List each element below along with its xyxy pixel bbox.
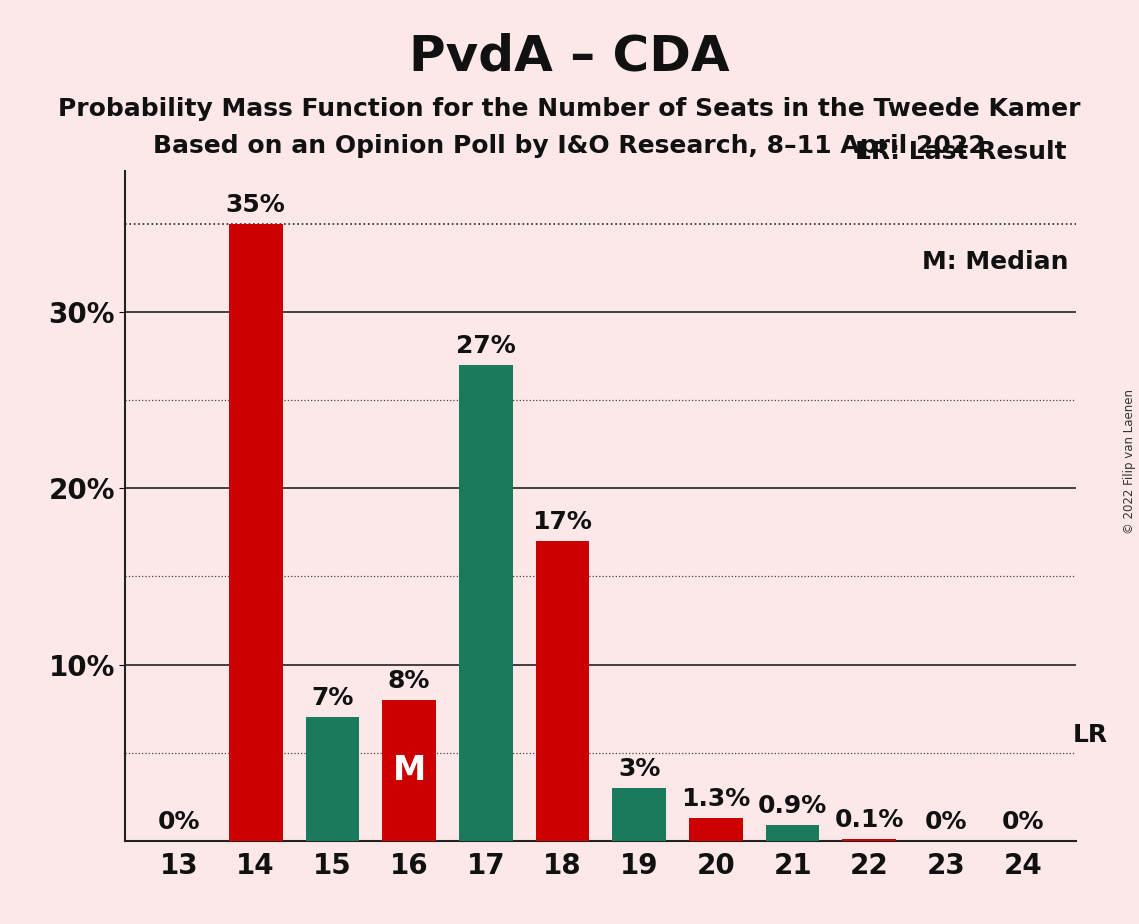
Bar xyxy=(613,788,666,841)
Bar xyxy=(535,541,589,841)
Text: 8%: 8% xyxy=(388,669,431,693)
Text: 0.9%: 0.9% xyxy=(757,794,827,818)
Bar xyxy=(843,839,896,841)
Text: LR: LR xyxy=(1073,723,1107,748)
Text: M: M xyxy=(393,754,426,787)
Text: Based on an Opinion Poll by I&O Research, 8–11 April 2022: Based on an Opinion Poll by I&O Research… xyxy=(153,134,986,158)
Bar xyxy=(229,224,282,841)
Text: 0%: 0% xyxy=(925,809,967,833)
Text: 0%: 0% xyxy=(1001,809,1044,833)
Text: 35%: 35% xyxy=(226,193,286,217)
Text: 0.1%: 0.1% xyxy=(835,808,904,832)
Text: Probability Mass Function for the Number of Seats in the Tweede Kamer: Probability Mass Function for the Number… xyxy=(58,97,1081,121)
Text: 0%: 0% xyxy=(157,809,200,833)
Text: 27%: 27% xyxy=(456,334,516,358)
Text: LR: Last Result: LR: Last Result xyxy=(855,140,1067,164)
Bar xyxy=(689,818,743,841)
Text: 17%: 17% xyxy=(533,510,592,534)
Text: PvdA – CDA: PvdA – CDA xyxy=(409,32,730,80)
Text: © 2022 Filip van Laenen: © 2022 Filip van Laenen xyxy=(1123,390,1137,534)
Bar xyxy=(765,825,819,841)
Text: 7%: 7% xyxy=(311,687,353,711)
Text: 1.3%: 1.3% xyxy=(681,787,751,811)
Text: M: Median: M: Median xyxy=(923,250,1068,274)
Bar xyxy=(305,717,359,841)
Bar xyxy=(459,365,513,841)
Bar xyxy=(383,699,436,841)
Text: 3%: 3% xyxy=(618,757,661,781)
